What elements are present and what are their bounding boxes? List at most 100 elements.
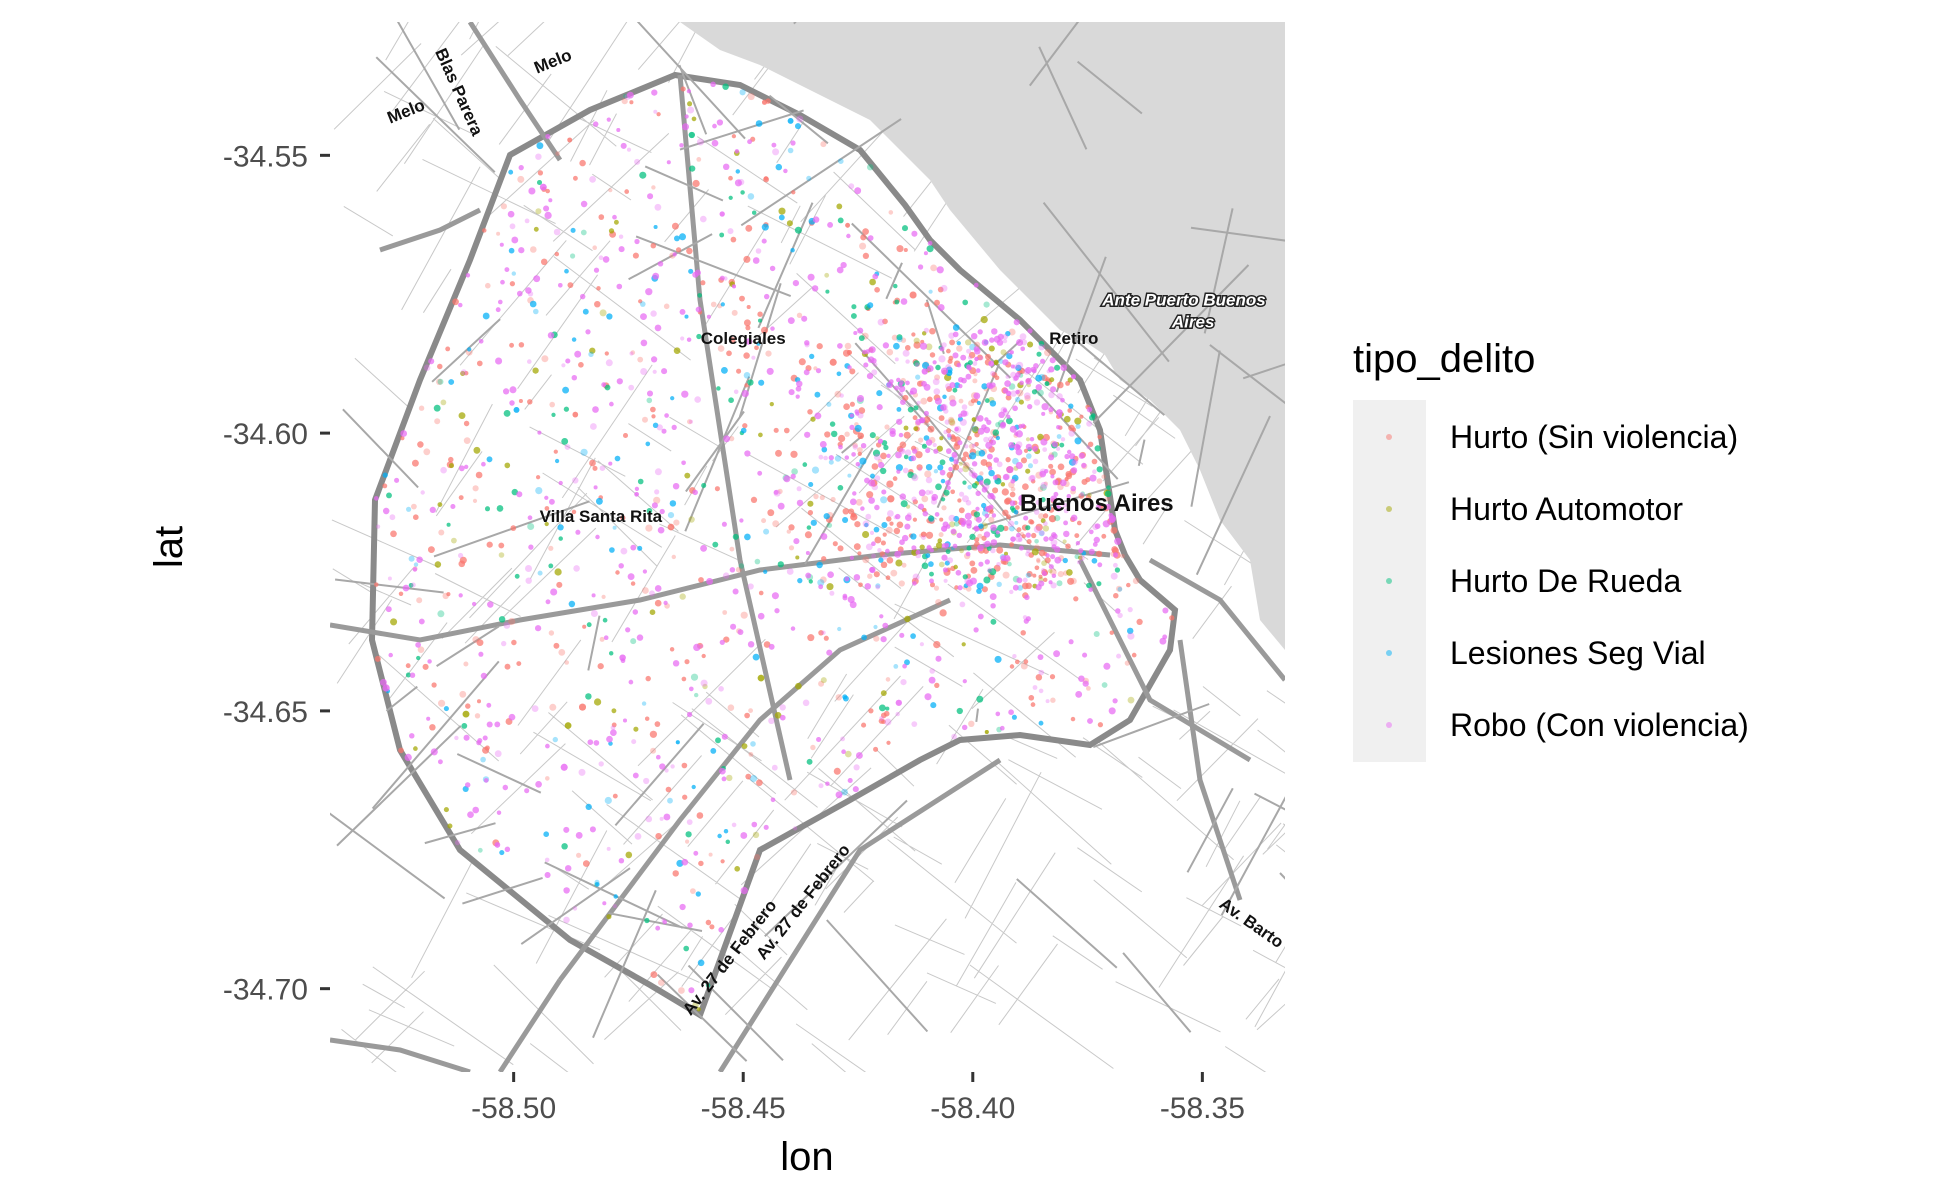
crime-point (667, 523, 675, 531)
crime-point (398, 591, 404, 596)
crime-point (968, 400, 975, 407)
crime-point (503, 622, 511, 629)
crime-point (744, 712, 750, 719)
major-road-0 (467, 22, 563, 162)
crime-point (525, 577, 532, 584)
crime-point (654, 599, 662, 607)
crime-point (1043, 577, 1048, 583)
crime-point (625, 851, 633, 859)
crime-point (1048, 564, 1054, 570)
crime-point (1045, 378, 1052, 386)
crime-point (693, 643, 701, 652)
crime-point (734, 866, 740, 872)
crime-point (1127, 607, 1133, 613)
crime-point (511, 236, 519, 244)
crime-point (669, 252, 676, 259)
crime-point (832, 541, 838, 547)
crime-point (589, 176, 596, 183)
crime-point (697, 310, 703, 315)
crime-point (927, 396, 933, 403)
crime-point (892, 300, 897, 305)
crime-point (504, 663, 511, 670)
crime-point (797, 578, 803, 584)
crime-point (858, 582, 863, 588)
crime-point (1033, 544, 1041, 551)
crime-point (451, 537, 457, 544)
crime-point (961, 642, 966, 647)
crime-point (1063, 480, 1070, 487)
crime-point (1096, 466, 1103, 473)
crime-point (654, 721, 661, 727)
crime-point (933, 448, 939, 454)
crime-point (548, 563, 554, 569)
crime-point (464, 371, 469, 376)
crime-point (901, 562, 907, 568)
crime-point (672, 222, 679, 230)
crime-point (478, 651, 484, 657)
crime-point (611, 708, 617, 714)
crime-point (1015, 505, 1020, 510)
crime-point (614, 219, 619, 225)
crime-point (878, 718, 885, 724)
crime-point (1111, 546, 1118, 553)
crime-point (629, 351, 634, 356)
crime-point (911, 577, 919, 585)
crime-point (950, 565, 956, 572)
crime-point (911, 332, 916, 337)
crime-point (969, 560, 976, 567)
crime-point (990, 603, 996, 609)
crime-point (383, 507, 390, 515)
crime-point (949, 382, 956, 389)
crime-point (985, 353, 991, 360)
crime-point (902, 394, 909, 401)
crime-point (611, 722, 617, 728)
crime-point (844, 342, 852, 350)
crime-point (730, 236, 737, 243)
crime-point (1048, 506, 1055, 513)
crime-point (926, 245, 934, 253)
crime-point (552, 736, 558, 743)
crime-point (967, 435, 972, 441)
crime-point (854, 521, 861, 528)
crime-point (946, 448, 952, 454)
crime-point (398, 591, 404, 596)
crime-point (858, 582, 863, 588)
crime-point (840, 736, 845, 742)
crime-point (790, 374, 798, 382)
crime-point (927, 425, 935, 433)
crime-point (400, 436, 405, 441)
crime-point (650, 310, 657, 317)
crime-point (475, 471, 483, 479)
crime-point (939, 517, 944, 522)
crime-point (1021, 534, 1026, 539)
crime-point (909, 390, 914, 395)
crime-point (429, 724, 436, 731)
crime-point (618, 246, 625, 253)
crime-point (989, 439, 994, 444)
crime-point (978, 546, 985, 554)
crime-point (412, 566, 418, 571)
crime-point (729, 281, 735, 288)
crime-point (862, 531, 870, 538)
crime-point (986, 505, 993, 513)
crime-point (1050, 498, 1057, 504)
crime-point (454, 839, 461, 846)
crime-point (719, 275, 725, 281)
crime-point (936, 542, 943, 549)
crime-point (879, 551, 885, 557)
crime-point (465, 703, 471, 709)
crime-point (1028, 463, 1033, 469)
crime-point (1031, 443, 1039, 451)
crime-point (728, 397, 734, 404)
crime-point (719, 232, 725, 238)
crime-point (787, 317, 795, 324)
crime-point (880, 561, 888, 568)
crime-point (807, 409, 813, 415)
crime-point (620, 547, 628, 555)
crime-point (843, 403, 850, 411)
crime-point (751, 821, 758, 828)
crime-point (651, 89, 658, 96)
crime-point (808, 220, 815, 226)
crime-point (739, 295, 745, 302)
crime-point (857, 432, 864, 439)
